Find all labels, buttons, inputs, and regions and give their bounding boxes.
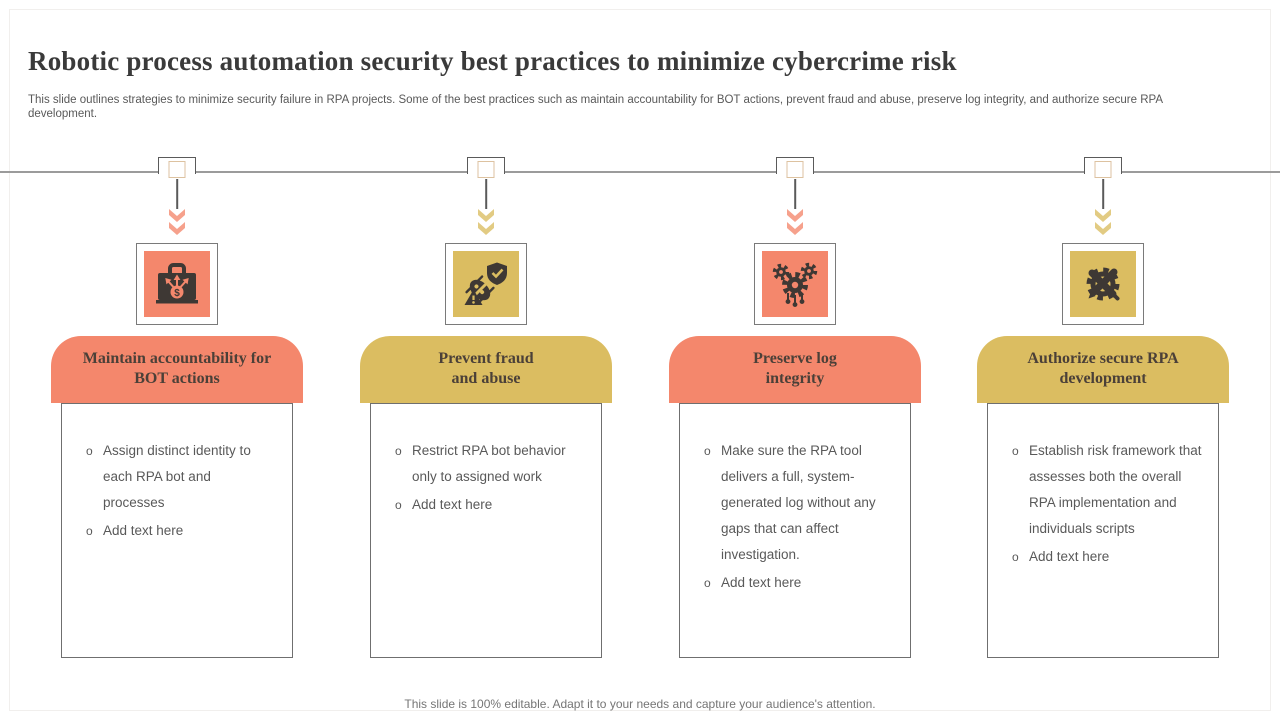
page-title: Robotic process automation security best…: [28, 46, 957, 77]
connector-square: [477, 161, 495, 178]
column-title-line: integrity: [765, 370, 825, 387]
bullet-item: Establish risk framework that assesses b…: [1012, 438, 1202, 542]
header-banner: Authorize secure RPA development: [977, 336, 1229, 403]
connector-square: [1094, 161, 1112, 178]
content-box: Assign distinct identity to each RPA bot…: [61, 403, 293, 658]
column-title-line: development: [1059, 370, 1147, 387]
content-box: Make sure the RPA tool delivers a full, …: [679, 403, 911, 658]
icon-background: [762, 251, 828, 317]
bullet-list: Restrict RPA bot behavior only to assign…: [371, 438, 601, 518]
icon-tile: [754, 243, 836, 325]
chevron-down-icon: [478, 209, 494, 235]
timeline-column-maintain-accountability: $ Maintain accountability for BOT action…: [47, 155, 307, 685]
bullet-item: Make sure the RPA tool delivers a full, …: [704, 438, 894, 568]
connector-square: [786, 161, 804, 178]
content-box: Establish risk framework that assesses b…: [987, 403, 1219, 658]
connector-line: [1102, 179, 1104, 209]
bullet-item: Restrict RPA bot behavior only to assign…: [395, 438, 585, 490]
timeline-line: [0, 171, 1280, 173]
column-title-line: Authorize secure RPA: [1027, 350, 1179, 367]
column-title-line: Maintain accountability for: [82, 350, 272, 367]
bullet-item: Add text here: [395, 492, 585, 518]
header-banner: Maintain accountability for BOT actions: [51, 336, 303, 403]
connected-gears-icon: [772, 262, 818, 307]
bug-shield-icon: [464, 262, 507, 305]
icon-tile: [445, 243, 527, 325]
column-title-line: and abuse: [451, 370, 521, 387]
icon-tile: [1062, 243, 1144, 325]
timeline-column-prevent-fraud: Prevent fraud and abuse Restrict RPA bot…: [356, 155, 616, 685]
header-banner: Preserve log integrity: [669, 336, 921, 403]
briefcase-money-icon: $: [156, 263, 198, 304]
bullet-item: Add text here: [86, 518, 276, 544]
bullet-list: Establish risk framework that assesses b…: [988, 438, 1218, 570]
connector-line: [176, 179, 178, 209]
gear-tools-icon: [1086, 267, 1120, 301]
bullet-list: Make sure the RPA tool delivers a full, …: [680, 438, 910, 596]
connector-square: [168, 161, 186, 178]
svg-text:$: $: [174, 288, 180, 299]
chevron-down-icon: [787, 209, 803, 235]
slide-description: This slide outlines strategies to minimi…: [28, 93, 1163, 120]
icon-background: $: [144, 251, 210, 317]
column-title-line: BOT actions: [134, 370, 220, 387]
bullet-item: Add text here: [1012, 544, 1202, 570]
bullet-item: Add text here: [704, 570, 894, 596]
icon-background: [1070, 251, 1136, 317]
icon-tile: $: [136, 243, 218, 325]
connector-line: [485, 179, 487, 209]
bullet-list: Assign distinct identity to each RPA bot…: [62, 438, 292, 544]
timeline-column-authorize-rpa: Authorize secure RPA development Establi…: [973, 155, 1233, 685]
bullet-item: Assign distinct identity to each RPA bot…: [86, 438, 276, 516]
column-title-line: Prevent fraud: [438, 350, 534, 367]
column-title-line: Preserve log: [753, 350, 837, 367]
timeline-column-preserve-log: Preserve log integrity Make sure the RPA…: [665, 155, 925, 685]
content-box: Restrict RPA bot behavior only to assign…: [370, 403, 602, 658]
chevron-down-icon: [169, 209, 185, 235]
footer-note: This slide is 100% editable. Adapt it to…: [404, 697, 876, 711]
chevron-down-icon: [1095, 209, 1111, 235]
header-banner: Prevent fraud and abuse: [360, 336, 612, 403]
icon-background: [453, 251, 519, 317]
connector-line: [794, 179, 796, 209]
